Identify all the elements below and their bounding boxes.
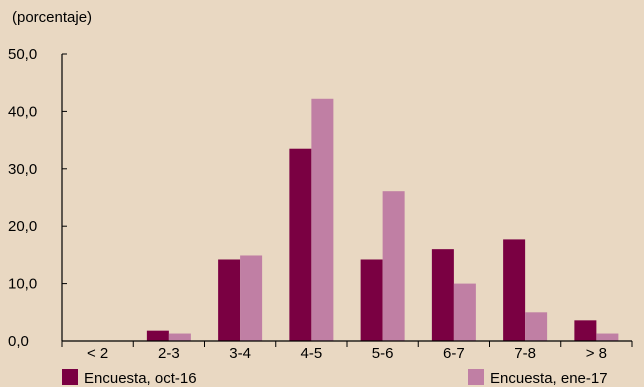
bar-oct16-3 bbox=[289, 148, 312, 341]
bar-oct16-2 bbox=[218, 259, 241, 341]
bar-oct16-6 bbox=[503, 239, 526, 341]
bar-ene17-7 bbox=[596, 333, 619, 341]
legend-swatch bbox=[62, 369, 78, 385]
x-tick-label: 7-8 bbox=[514, 345, 536, 362]
y-axis-label: (porcentaje) bbox=[12, 9, 92, 26]
bar-ene17-4 bbox=[382, 191, 405, 341]
x-tick-label: > 8 bbox=[586, 345, 607, 362]
y-tick-label: 0,0 bbox=[8, 333, 29, 350]
x-ticks: < 2 2-3 3-4 4-5 5-6 6-7 7-8 > 8 bbox=[61, 341, 633, 362]
y-tick-label: 20,0 bbox=[8, 218, 37, 235]
x-tick-label: 5-6 bbox=[372, 345, 394, 362]
y-tick-label: 40,0 bbox=[8, 103, 37, 120]
bar-oct16-7 bbox=[574, 320, 597, 341]
bar-ene17-1 bbox=[168, 333, 191, 341]
x-tick-label: 2-3 bbox=[158, 345, 180, 362]
x-tick-label: 3-4 bbox=[229, 345, 251, 362]
bar-ene17-3 bbox=[311, 98, 334, 341]
bars bbox=[146, 98, 619, 341]
legend-label: Encuesta, oct-16 bbox=[84, 370, 197, 387]
legend: Encuesta, oct-16 Encuesta, ene-17 bbox=[62, 369, 608, 387]
bar-ene17-6 bbox=[525, 312, 548, 341]
x-tick-label: 6-7 bbox=[443, 345, 465, 362]
y-tick-label: 10,0 bbox=[8, 276, 37, 293]
y-tick-label: 30,0 bbox=[8, 161, 37, 178]
y-ticks: 0,0 10,0 20,0 30,0 40,0 50,0 bbox=[8, 46, 67, 350]
bar-ene17-5 bbox=[453, 283, 476, 341]
bar-oct16-4 bbox=[360, 259, 383, 341]
legend-swatch bbox=[468, 369, 484, 385]
y-tick-label: 50,0 bbox=[8, 46, 37, 63]
bar-oct16-5 bbox=[431, 249, 454, 341]
bar-ene17-2 bbox=[240, 255, 263, 341]
x-tick-label: 4-5 bbox=[301, 345, 323, 362]
x-tick-label: < 2 bbox=[87, 345, 108, 362]
bar-oct16-1 bbox=[146, 330, 169, 341]
legend-label: Encuesta, ene-17 bbox=[490, 370, 608, 387]
